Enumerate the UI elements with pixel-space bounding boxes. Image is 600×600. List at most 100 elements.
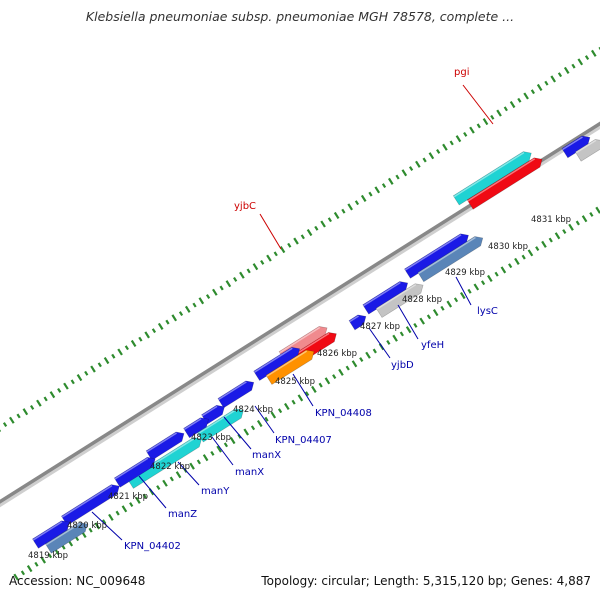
- gene-feature-21: [32, 520, 70, 549]
- top-tick: [503, 106, 508, 112]
- bottom-tick: [332, 374, 337, 380]
- top-tick: [124, 345, 129, 351]
- top-tick: [36, 399, 42, 407]
- bottom-tick: [459, 291, 466, 300]
- gene-feature-15: [183, 417, 209, 439]
- gene-label: yjbC: [234, 201, 256, 212]
- gene-feature-highlight: [114, 457, 149, 480]
- bottom-tick: [229, 437, 236, 445]
- gene-feature-highlight: [562, 136, 583, 151]
- top-tick-track: [0, 46, 600, 432]
- top-tick: [144, 331, 150, 339]
- bottom-tick: [386, 340, 391, 345]
- label-leader-lines: [91, 84, 494, 541]
- top-tick: [449, 140, 454, 146]
- bottom-tick: [277, 408, 283, 414]
- bottom-tick: [365, 351, 371, 359]
- bottom-tick: [284, 402, 290, 411]
- top-tick: [469, 126, 475, 134]
- bottom-tick: [270, 411, 277, 419]
- bottom-tick: [392, 334, 398, 342]
- top-tick: [536, 83, 543, 92]
- top-tick: [368, 191, 373, 197]
- bottom-tick: [487, 274, 493, 283]
- gene-feature-1: [466, 157, 543, 210]
- gene-feature-highlight: [253, 347, 293, 373]
- bottom-tick: [135, 496, 141, 504]
- top-tick: [219, 285, 224, 291]
- bottom-tick: [102, 519, 107, 525]
- gene-feature-highlight: [218, 381, 247, 401]
- bottom-tick: [223, 442, 229, 448]
- gene-feature-19: [113, 456, 156, 488]
- bottom-tick: [426, 314, 432, 320]
- bottom-tick: [541, 240, 547, 248]
- bottom-tick: [453, 297, 459, 303]
- bottom-tick: [324, 377, 331, 385]
- gene-feature-highlight: [294, 332, 330, 356]
- top-tick: [287, 242, 292, 248]
- kbp-label: 4828 kbp: [402, 295, 442, 305]
- bottom-tick: [34, 561, 39, 567]
- bottom-tick: [61, 544, 66, 550]
- bottom-tick: [521, 254, 526, 260]
- top-tick: [557, 72, 563, 78]
- gene-label-leader: [462, 84, 494, 125]
- gene-feature-highlight: [418, 236, 476, 275]
- bottom-tick: [419, 317, 425, 325]
- kbp-label: 4822 kbp: [150, 462, 190, 472]
- top-tick: [517, 97, 522, 103]
- kbp-label: 4824 kbp: [233, 405, 273, 415]
- top-tick: [293, 237, 299, 245]
- top-tick: [374, 186, 381, 194]
- top-tick: [591, 49, 597, 57]
- kbp-label: 4826 kbp: [317, 349, 357, 359]
- gene-feature-16: [197, 408, 244, 443]
- top-tick: [9, 416, 15, 424]
- bottom-tick: [196, 459, 201, 465]
- gene-label-leader: [91, 511, 123, 541]
- gene-feature-20: [60, 484, 120, 526]
- gene-feature-highlight: [376, 284, 417, 310]
- gene-feature-8: [362, 281, 409, 315]
- top-tick: [260, 259, 265, 265]
- top-tick: [57, 387, 62, 393]
- top-tick: [463, 131, 468, 137]
- gene-feature-11: [253, 346, 301, 381]
- top-tick: [157, 322, 164, 330]
- top-tick: [300, 234, 305, 240]
- kbp-label: 4819 kbp: [28, 551, 68, 561]
- bottom-tick: [202, 454, 209, 462]
- bottom-tick: [94, 522, 101, 530]
- bottom-tick: [26, 565, 33, 573]
- bottom-tick: [115, 510, 120, 516]
- bottom-tick: [243, 428, 250, 436]
- top-tick: [138, 336, 143, 342]
- top-tick: [151, 328, 157, 334]
- bottom-tick: [13, 573, 19, 581]
- gene-feature-highlight: [363, 281, 401, 307]
- top-tick: [347, 203, 353, 211]
- top-tick: [496, 109, 502, 117]
- kbp-label: 4831 kbp: [531, 215, 571, 225]
- kbp-label: 4829 kbp: [445, 268, 485, 278]
- gene-feature-highlight: [404, 234, 462, 271]
- gene-label-leader: [223, 416, 252, 450]
- bottom-tick: [338, 368, 344, 376]
- gene-feature-highlight: [183, 418, 202, 431]
- gene-feature-highlight: [45, 522, 81, 546]
- bottom-tick: [413, 322, 418, 328]
- bottom-tick: [129, 502, 134, 508]
- bottom-tick: [595, 206, 600, 214]
- gene-feature-highlight: [575, 139, 597, 154]
- gene-feature-highlight: [279, 326, 321, 354]
- top-tick: [314, 225, 319, 231]
- bottom-tick: [108, 513, 114, 521]
- top-tick: [415, 160, 421, 168]
- gene-label-leader: [138, 475, 167, 509]
- gene-feature-highlight: [453, 151, 525, 198]
- top-tick: [233, 277, 238, 282]
- bottom-tick: [345, 365, 350, 371]
- bottom-tick: [508, 263, 513, 269]
